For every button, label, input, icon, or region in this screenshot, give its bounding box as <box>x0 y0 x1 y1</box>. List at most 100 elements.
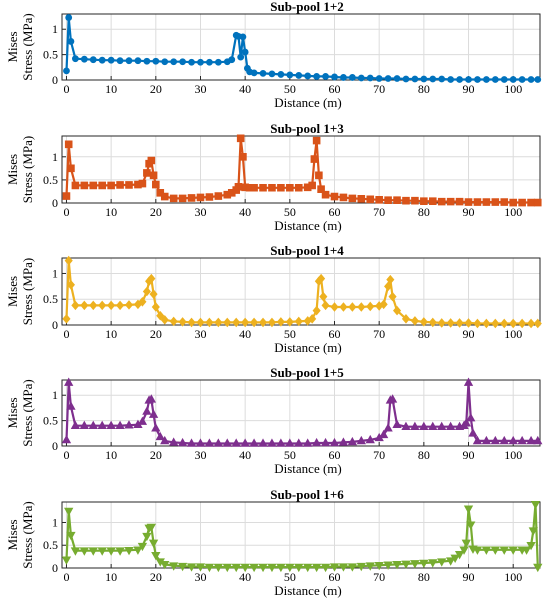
data-point <box>237 53 245 61</box>
data-point <box>155 431 165 441</box>
x-tick-label: 100 <box>504 327 522 341</box>
data-point <box>267 317 277 328</box>
data-point <box>276 317 285 327</box>
data-point <box>169 194 178 203</box>
data-point <box>420 197 428 205</box>
data-point <box>137 416 148 425</box>
data-point <box>482 198 491 206</box>
data-point <box>508 435 518 445</box>
x-tick-label: 80 <box>418 82 430 96</box>
data-point <box>214 317 223 328</box>
data-point <box>179 58 187 66</box>
data-point <box>411 75 419 83</box>
y-tick-label: 0 <box>52 73 58 87</box>
x-tick-label: 0 <box>63 205 69 219</box>
data-point <box>294 316 303 327</box>
x-tick-label: 100 <box>504 82 522 96</box>
data-point <box>267 438 277 447</box>
data-point <box>331 73 338 81</box>
x-tick-label: 30 <box>194 82 206 96</box>
data-point <box>147 156 156 165</box>
data-point <box>481 435 492 445</box>
data-point <box>268 70 276 78</box>
data-point <box>356 435 366 445</box>
data-point <box>156 310 165 321</box>
y-tick-label: 1 <box>52 388 58 402</box>
data-point <box>196 317 205 328</box>
data-point <box>222 438 232 447</box>
plot-area <box>62 14 540 80</box>
data-point <box>527 318 536 329</box>
x-tick-label: 90 <box>463 327 475 341</box>
data-point <box>106 547 116 556</box>
data-point <box>214 192 223 200</box>
data-point <box>138 297 147 307</box>
data-point <box>151 423 161 432</box>
data-point <box>231 563 241 573</box>
x-tick-label: 50 <box>284 448 296 462</box>
data-point <box>518 198 526 207</box>
x-axis-label: Distance (m) <box>274 461 342 476</box>
data-point <box>205 193 214 201</box>
data-point <box>66 401 76 410</box>
data-point <box>526 435 536 445</box>
data-point <box>250 183 258 192</box>
data-point <box>106 420 116 429</box>
data-point <box>67 38 75 45</box>
x-tick-label: 90 <box>463 448 475 462</box>
axes-box <box>61 257 541 326</box>
data-point <box>138 179 147 188</box>
data-point <box>473 198 482 206</box>
data-point <box>124 546 134 556</box>
data-point <box>148 539 159 548</box>
data-point <box>384 281 393 292</box>
data-point <box>308 314 317 324</box>
data-point <box>526 541 536 551</box>
data-point <box>137 542 148 552</box>
x-tick-label: 80 <box>418 327 430 341</box>
data-point <box>347 563 358 572</box>
data-point <box>402 75 410 83</box>
data-point <box>234 183 243 191</box>
data-point <box>294 183 303 192</box>
data-point <box>214 58 222 66</box>
data-point <box>320 563 331 573</box>
y-tick-label: 0.5 <box>43 292 58 306</box>
data-point <box>116 300 125 311</box>
data-point <box>187 194 196 202</box>
data-point <box>286 71 294 79</box>
data-point <box>518 318 527 329</box>
data-point <box>65 14 73 21</box>
data-point <box>222 563 232 573</box>
data-point <box>474 76 481 83</box>
x-tick-label: 30 <box>194 448 206 462</box>
data-point <box>455 318 464 328</box>
data-point <box>322 73 329 80</box>
data-point <box>320 437 331 447</box>
data-point <box>454 551 465 560</box>
data-point <box>455 197 464 206</box>
data-point <box>213 563 224 573</box>
data-point <box>240 438 250 447</box>
series-line <box>65 137 538 204</box>
data-point <box>160 315 169 325</box>
data-point <box>151 551 161 561</box>
data-point <box>533 435 543 445</box>
data-point <box>410 421 420 431</box>
data-point <box>429 75 437 83</box>
x-tick-label: 40 <box>239 570 251 584</box>
data-point <box>64 255 73 266</box>
data-point <box>472 546 483 555</box>
data-point <box>231 438 241 447</box>
data-point <box>465 76 472 83</box>
data-point <box>348 74 356 81</box>
x-tick-label: 20 <box>150 448 162 462</box>
data-point <box>317 273 326 284</box>
data-point <box>195 438 206 447</box>
y-axis-label-line1: Mises <box>5 154 20 185</box>
data-point <box>437 421 447 431</box>
data-point <box>365 562 375 571</box>
x-tick-label: 30 <box>194 205 206 219</box>
data-point <box>241 317 250 328</box>
